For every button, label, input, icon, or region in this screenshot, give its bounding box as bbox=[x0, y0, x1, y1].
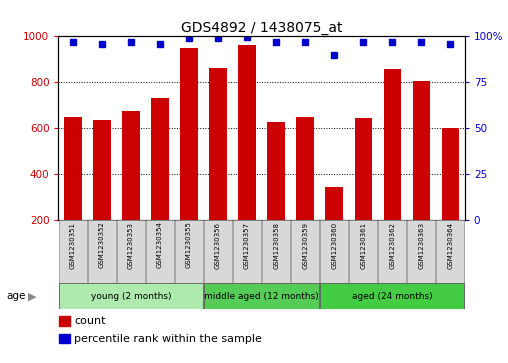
Text: middle aged (12 months): middle aged (12 months) bbox=[204, 292, 319, 301]
Bar bbox=[384, 69, 401, 220]
Text: GSM1230363: GSM1230363 bbox=[418, 221, 424, 269]
Bar bbox=[146, 220, 174, 283]
Bar bbox=[209, 68, 227, 220]
Bar bbox=[175, 220, 203, 283]
Text: age: age bbox=[6, 291, 25, 301]
Bar bbox=[412, 81, 430, 220]
Bar bbox=[180, 48, 198, 220]
Bar bbox=[238, 45, 256, 220]
Text: GSM1230353: GSM1230353 bbox=[128, 221, 134, 269]
Text: count: count bbox=[74, 316, 106, 326]
Text: ▶: ▶ bbox=[28, 291, 37, 301]
Title: GDS4892 / 1438075_at: GDS4892 / 1438075_at bbox=[181, 21, 342, 35]
Text: GSM1230354: GSM1230354 bbox=[157, 221, 163, 268]
Text: GSM1230351: GSM1230351 bbox=[70, 221, 76, 269]
Bar bbox=[326, 187, 343, 220]
Text: percentile rank within the sample: percentile rank within the sample bbox=[74, 334, 262, 344]
Bar bbox=[59, 283, 203, 309]
Bar bbox=[58, 316, 70, 326]
Bar bbox=[93, 120, 111, 220]
Bar bbox=[407, 220, 435, 283]
Text: GSM1230362: GSM1230362 bbox=[389, 221, 395, 269]
Text: GSM1230358: GSM1230358 bbox=[273, 221, 279, 269]
Bar bbox=[291, 220, 319, 283]
Text: GSM1230357: GSM1230357 bbox=[244, 221, 250, 269]
Text: GSM1230364: GSM1230364 bbox=[448, 221, 453, 269]
Bar bbox=[64, 117, 82, 220]
Bar bbox=[204, 283, 319, 309]
Bar bbox=[378, 220, 406, 283]
Text: young (2 months): young (2 months) bbox=[91, 292, 171, 301]
Text: GSM1230359: GSM1230359 bbox=[302, 221, 308, 269]
Bar bbox=[59, 220, 87, 283]
Text: GSM1230361: GSM1230361 bbox=[360, 221, 366, 269]
Bar bbox=[117, 220, 145, 283]
Bar bbox=[320, 220, 348, 283]
Bar bbox=[267, 122, 285, 220]
Text: GSM1230360: GSM1230360 bbox=[331, 221, 337, 269]
Bar bbox=[262, 220, 290, 283]
Bar bbox=[88, 220, 116, 283]
Bar bbox=[122, 111, 140, 220]
Text: aged (24 months): aged (24 months) bbox=[352, 292, 432, 301]
Bar bbox=[58, 334, 70, 343]
Bar bbox=[297, 117, 314, 220]
Bar bbox=[436, 220, 464, 283]
Bar bbox=[233, 220, 261, 283]
Text: GSM1230356: GSM1230356 bbox=[215, 221, 221, 269]
Bar bbox=[204, 220, 232, 283]
Bar bbox=[355, 118, 372, 220]
Text: GSM1230352: GSM1230352 bbox=[99, 221, 105, 268]
Bar bbox=[350, 220, 377, 283]
Bar bbox=[320, 283, 464, 309]
Bar bbox=[441, 128, 459, 220]
Bar bbox=[151, 98, 169, 220]
Text: GSM1230355: GSM1230355 bbox=[186, 221, 192, 268]
